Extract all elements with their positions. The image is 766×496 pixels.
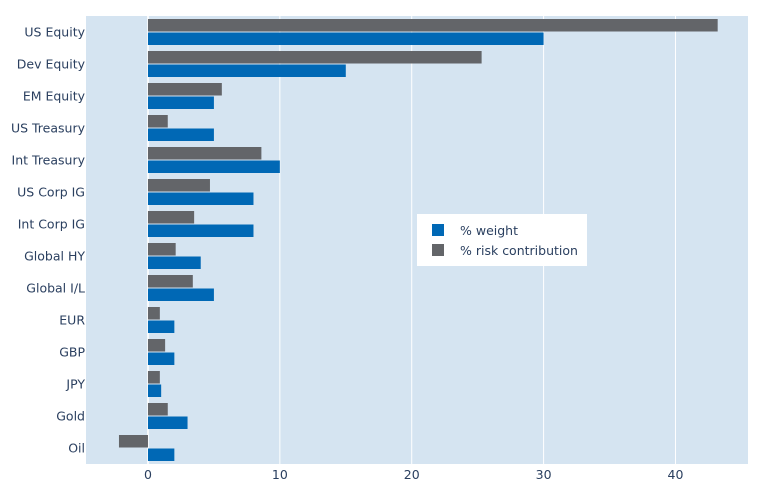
bars bbox=[118, 19, 718, 461]
y-tick-label: GBP bbox=[59, 345, 85, 360]
bar-weight bbox=[147, 32, 544, 45]
bar-weight bbox=[147, 416, 188, 429]
y-tick-label: US Equity bbox=[24, 25, 85, 40]
legend-swatch-risk bbox=[432, 244, 444, 256]
bar-weight bbox=[147, 64, 346, 77]
bar-risk-contribution bbox=[147, 339, 166, 352]
legend-label-risk: % risk contribution bbox=[460, 243, 578, 258]
bar-weight bbox=[147, 192, 254, 205]
bar-risk-contribution bbox=[147, 275, 193, 288]
y-tick-label: US Corp IG bbox=[17, 185, 85, 200]
x-tick-label: 20 bbox=[404, 467, 420, 482]
bar-risk-contribution bbox=[147, 403, 168, 416]
bar-weight bbox=[147, 96, 214, 109]
x-tick-label: 30 bbox=[536, 467, 552, 482]
x-tick-label: 0 bbox=[144, 467, 152, 482]
y-tick-label: EUR bbox=[59, 313, 85, 328]
y-tick-label: JPY bbox=[65, 377, 85, 392]
bar-weight bbox=[147, 288, 214, 301]
x-tick-label: 40 bbox=[668, 467, 684, 482]
bar-risk-contribution bbox=[147, 115, 168, 128]
y-tick-label: Global HY bbox=[24, 249, 85, 264]
y-tick-label: Gold bbox=[56, 409, 85, 424]
bar-weight bbox=[147, 448, 175, 461]
bar-risk-contribution bbox=[147, 51, 482, 64]
x-tick-label: 10 bbox=[272, 467, 288, 482]
bar-risk-contribution bbox=[147, 83, 222, 96]
value-axis: 0 10 20 30 40 bbox=[144, 467, 683, 482]
category-axis: US Equity Dev Equity EM Equity US Treasury I… bbox=[11, 25, 86, 456]
bar-weight bbox=[147, 224, 254, 237]
bar-weight bbox=[147, 384, 162, 397]
legend-swatch-weight bbox=[432, 224, 444, 236]
bar-weight bbox=[147, 256, 201, 269]
legend-box bbox=[417, 214, 587, 266]
bar-risk-contribution bbox=[147, 371, 160, 384]
y-tick-label: Global I/L bbox=[26, 281, 85, 296]
bar-risk-contribution bbox=[147, 211, 195, 224]
bar-risk-contribution bbox=[147, 243, 176, 256]
bar-risk-contribution bbox=[118, 435, 148, 448]
y-tick-label: Int Treasury bbox=[12, 153, 86, 168]
bar-weight bbox=[147, 128, 214, 141]
bar-weight bbox=[147, 352, 175, 365]
bar-risk-contribution bbox=[147, 179, 210, 192]
bar-risk-contribution bbox=[147, 147, 262, 160]
y-tick-label: Int Corp IG bbox=[18, 217, 85, 232]
y-tick-label: EM Equity bbox=[23, 89, 86, 104]
y-tick-label: US Treasury bbox=[11, 121, 86, 136]
bar-risk-contribution bbox=[147, 19, 718, 32]
bar-risk-contribution bbox=[147, 307, 160, 320]
legend-label-weight: % weight bbox=[460, 223, 518, 238]
y-tick-label: Dev Equity bbox=[17, 57, 86, 72]
legend: % weight % risk contribution bbox=[417, 214, 587, 266]
bar-weight bbox=[147, 160, 280, 173]
y-tick-label: Oil bbox=[68, 441, 85, 456]
bar-weight bbox=[147, 320, 175, 333]
